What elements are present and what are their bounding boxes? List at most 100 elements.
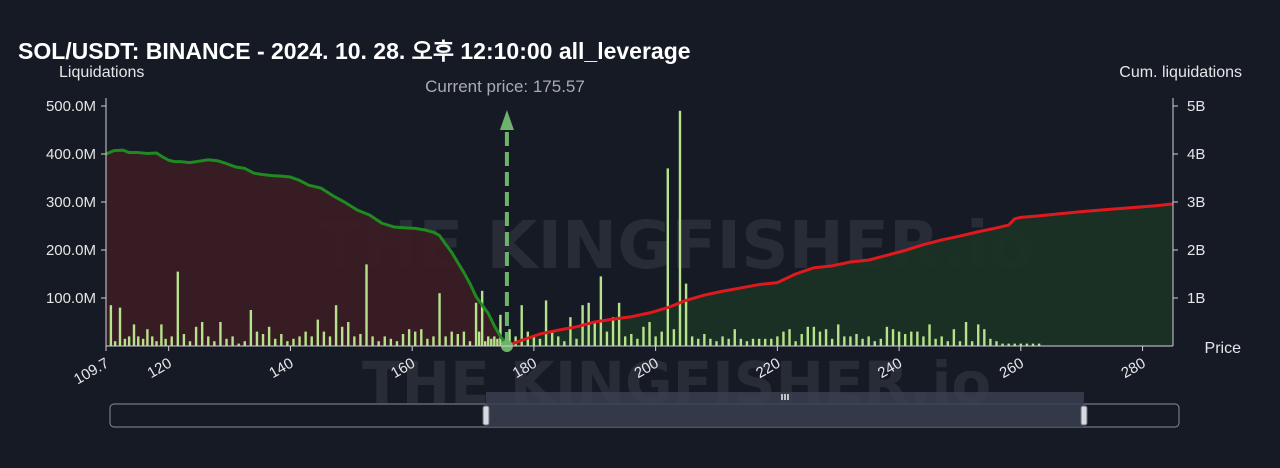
liquidation-bar bbox=[188, 341, 192, 346]
liquidation-bar bbox=[132, 324, 136, 346]
liquidation-bar bbox=[812, 326, 816, 346]
liquidation-bar bbox=[970, 341, 974, 346]
liquidation-bar bbox=[684, 283, 688, 346]
liquidation-bar bbox=[480, 290, 484, 346]
x-tick-label: 280 bbox=[1118, 355, 1148, 382]
range-slider-left-handle[interactable] bbox=[482, 405, 490, 426]
liquidation-bar bbox=[575, 338, 578, 346]
liquidation-bar bbox=[298, 336, 301, 346]
liquidation-bar bbox=[170, 336, 173, 346]
liquidation-bar bbox=[1037, 343, 1041, 346]
liquidation-bar bbox=[1007, 343, 1010, 346]
liquidation-bar bbox=[477, 331, 481, 346]
liquidation-bar bbox=[818, 331, 822, 346]
liquidation-bar bbox=[690, 336, 694, 346]
y-tick-label: 500.0M bbox=[46, 98, 96, 115]
long-cumulative-line bbox=[506, 202, 1174, 348]
liquidation-bar bbox=[334, 305, 338, 346]
liquidation-bar bbox=[200, 322, 204, 346]
liquidation-bar bbox=[703, 334, 706, 346]
grip-icon[interactable]: III bbox=[781, 393, 790, 402]
liquidation-bar bbox=[721, 336, 724, 346]
liquidation-bar bbox=[958, 341, 962, 346]
liquidation-bar bbox=[794, 341, 797, 346]
x-axis-title: Price bbox=[1205, 340, 1242, 357]
x-tick-label: 120 bbox=[145, 355, 175, 382]
liquidation-bar bbox=[328, 336, 332, 346]
liquidation-bar bbox=[401, 334, 405, 346]
liquidation-bar bbox=[733, 329, 736, 346]
liquidation-bar bbox=[340, 326, 344, 346]
liquidation-bar bbox=[630, 334, 633, 346]
liquidation-bar bbox=[496, 338, 499, 346]
liquidation-bar bbox=[109, 305, 113, 346]
liquidation-bar bbox=[231, 336, 234, 346]
liquidation-bar bbox=[709, 338, 712, 346]
liquidation-bar bbox=[490, 338, 493, 346]
liquidation-bar bbox=[194, 326, 198, 346]
liquidation-bar bbox=[599, 276, 603, 346]
liquidation-bar bbox=[623, 336, 627, 346]
y2-tick-label: 1B bbox=[1187, 290, 1205, 307]
liquidation-bar bbox=[557, 336, 560, 346]
liquidation-bar bbox=[249, 310, 253, 346]
liquidation-bar bbox=[304, 331, 307, 346]
liquidation-bar bbox=[830, 338, 834, 346]
liquidation-bar bbox=[444, 336, 447, 346]
liquidation-bar bbox=[867, 336, 870, 346]
cumulative-lines bbox=[105, 148, 1174, 348]
liquidation-bar bbox=[806, 326, 809, 346]
liquidation-bar bbox=[989, 338, 992, 346]
liquidation-bar bbox=[450, 331, 453, 346]
liquidation-bar bbox=[207, 336, 210, 346]
liquidation-bar bbox=[666, 168, 670, 346]
liquidation-bar bbox=[605, 331, 609, 346]
liquidation-bar bbox=[316, 319, 320, 346]
liquidation-bar bbox=[538, 338, 542, 346]
cumulative-areas bbox=[106, 150, 1173, 346]
liquidation-bar bbox=[995, 341, 998, 346]
chart-title: SOL/USDT: BINANCE - 2024. 10. 28. 오후 12:… bbox=[18, 38, 691, 64]
liquidation-bar bbox=[739, 338, 743, 346]
liquidation-bar bbox=[286, 341, 289, 346]
liquidation-bar bbox=[617, 302, 621, 346]
liquidation-bar bbox=[176, 271, 180, 346]
x-tick-label: 109.7 bbox=[71, 355, 112, 388]
liquidation-bar bbox=[280, 334, 283, 346]
liquidation-bar bbox=[487, 336, 490, 346]
liquidation-bar bbox=[274, 338, 277, 346]
liquidation-bar bbox=[763, 338, 767, 346]
range-slider-window[interactable] bbox=[486, 392, 1084, 427]
y2-tick-label: 3B bbox=[1187, 194, 1205, 211]
liquidation-bar bbox=[952, 329, 956, 346]
liquidation-bar bbox=[788, 329, 791, 346]
liquidation-bar bbox=[782, 331, 785, 346]
liquidation-bar bbox=[113, 341, 117, 346]
liquidation-bar bbox=[983, 329, 986, 346]
liquidation-bar bbox=[322, 331, 326, 346]
liquidation-bar bbox=[155, 341, 158, 346]
liquidation-bar bbox=[456, 334, 460, 346]
range-slider-right-handle[interactable] bbox=[1080, 405, 1088, 426]
liquidation-bar bbox=[520, 305, 523, 346]
liquidation-bar bbox=[715, 341, 718, 346]
liquidation-bar bbox=[213, 341, 216, 346]
liquidation-bar bbox=[934, 338, 937, 346]
liquidation-bar bbox=[757, 338, 761, 346]
range-slider[interactable]: III bbox=[109, 392, 1180, 428]
liquidation-bar bbox=[727, 338, 730, 346]
liquidation-bar bbox=[849, 336, 852, 346]
current-price-label: Current price: 175.57 bbox=[425, 77, 585, 96]
liquidation-bar bbox=[946, 341, 949, 346]
liquidation-bar bbox=[800, 334, 803, 346]
liquidation-bar bbox=[751, 338, 755, 346]
liquidation-bar bbox=[484, 341, 487, 346]
liquidation-bar bbox=[508, 329, 511, 346]
y-tick-label: 100.0M bbox=[46, 290, 96, 307]
liquidation-bar bbox=[182, 334, 186, 346]
current-price-arrow-icon bbox=[499, 110, 514, 130]
liquidation-bar bbox=[365, 264, 368, 346]
liquidation-bar bbox=[697, 338, 700, 346]
liquidation-bar bbox=[292, 338, 295, 346]
